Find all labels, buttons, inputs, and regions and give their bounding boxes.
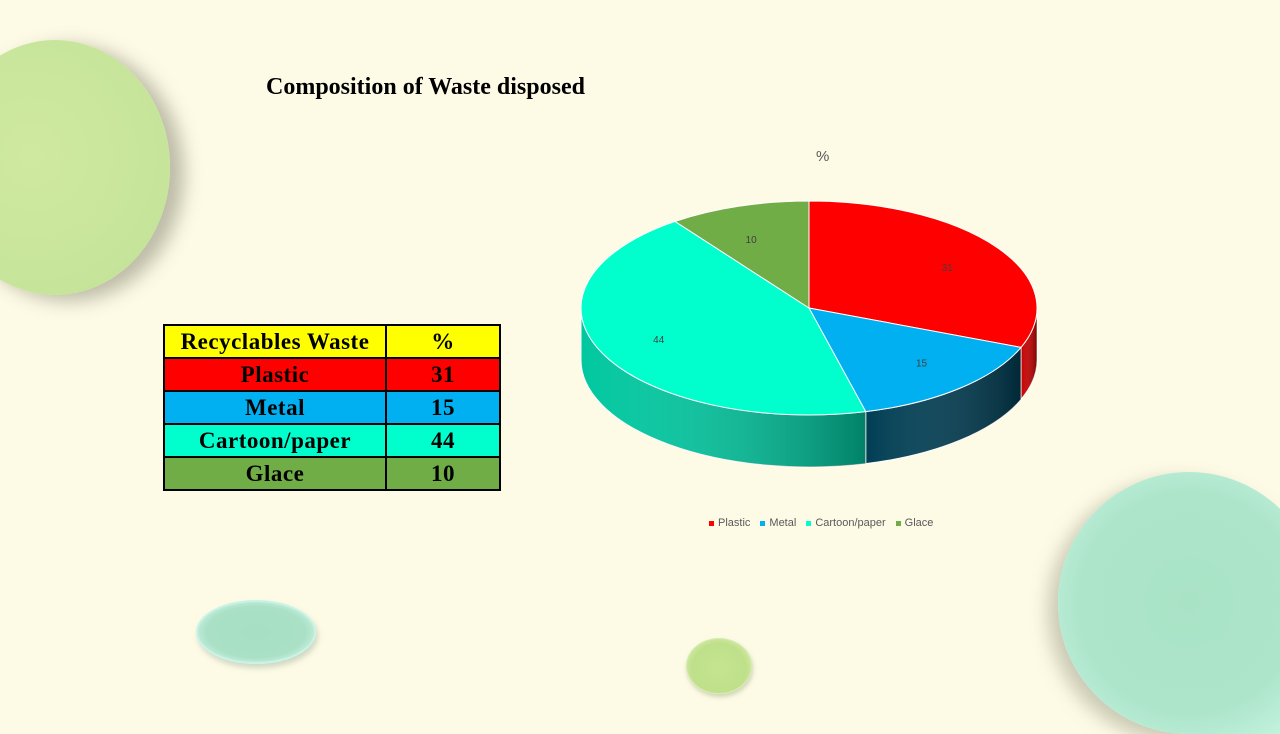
row-label: Cartoon/paper xyxy=(163,423,387,458)
legend-swatch xyxy=(760,520,766,526)
decorative-oval xyxy=(196,600,316,664)
pie-slice-plastic xyxy=(808,200,1038,348)
legend-swatch xyxy=(709,520,714,526)
decorative-circle-bottom-right xyxy=(1058,472,1280,734)
legend-swatch xyxy=(806,520,812,526)
legend-item: Glace xyxy=(895,517,934,529)
table-header-row: Recyclables Waste % xyxy=(163,324,501,359)
table-row: Plastic 31 xyxy=(163,357,501,392)
legend-label: Metal xyxy=(769,517,797,529)
pie-slice-metal xyxy=(808,307,1022,413)
legend-label: Cartoon/paper xyxy=(815,517,886,529)
chart-legend: Plastic Metal Cartoon/paper Glace xyxy=(709,517,933,529)
legend-swatch xyxy=(895,520,901,526)
header-percent: % xyxy=(385,324,501,359)
legend-item: Metal xyxy=(760,517,796,529)
pie-side-shading xyxy=(581,308,866,467)
pie-data-label: 10 xyxy=(746,235,758,246)
pie-data-label: 31 xyxy=(942,263,954,274)
pie-side-shading xyxy=(865,347,1021,464)
pie-slice-glace xyxy=(673,200,810,309)
legend-item: Cartoon/paper xyxy=(806,517,886,529)
legend-label: Plastic xyxy=(718,517,751,529)
slide-title: Composition of Waste disposed xyxy=(266,74,585,100)
pie-slice-cartoon-paper xyxy=(580,220,867,416)
row-label: Plastic xyxy=(163,357,387,392)
chart-title: % xyxy=(816,148,830,165)
pie-side-shading xyxy=(1020,308,1037,400)
row-label: Metal xyxy=(163,390,387,425)
row-value: 10 xyxy=(385,456,501,491)
waste-table: Recyclables Waste % Plastic 31 Metal 15 … xyxy=(163,324,501,491)
row-value: 31 xyxy=(385,357,501,392)
table-row: Metal 15 xyxy=(163,390,501,425)
table-row: Cartoon/paper 44 xyxy=(163,423,501,458)
row-label: Glace xyxy=(163,456,387,491)
row-value: 15 xyxy=(385,390,501,425)
legend-label: Glace xyxy=(904,517,934,529)
row-value: 44 xyxy=(385,423,501,458)
pie-data-label: 15 xyxy=(916,359,928,370)
header-recyclables: Recyclables Waste xyxy=(163,324,387,359)
table-row: Glace 10 xyxy=(163,456,501,491)
decorative-small-circle xyxy=(686,638,752,694)
pie-data-label: 44 xyxy=(653,335,665,346)
legend-item: Plastic xyxy=(709,517,750,529)
